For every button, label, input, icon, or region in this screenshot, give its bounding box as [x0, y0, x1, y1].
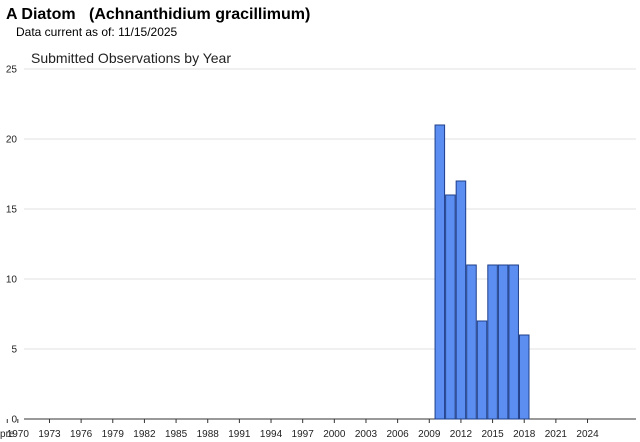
x-tick-label: 1988 [197, 429, 220, 440]
bar-2018 [518, 334, 530, 420]
common-name: A Diatom [6, 6, 76, 23]
page-header: A Diatom (Achnanthidium gracillimum) [6, 5, 310, 25]
bar-2014 [476, 320, 488, 420]
bar-2011 [445, 194, 456, 420]
x-tick-label: 2009 [418, 429, 441, 440]
x-tick-label: 1982 [133, 429, 156, 440]
x-tick-label: pre [0, 429, 15, 440]
chart-title: Submitted Observations by Year [31, 50, 231, 66]
scientific-name: (Achnanthidium gracillimum) [88, 6, 311, 23]
chart-grid [24, 68, 636, 420]
bar-2013 [466, 264, 477, 420]
y-tick-label: 0 [11, 415, 17, 426]
y-tick-label: 25 [6, 65, 18, 76]
x-tick-label: 1976 [70, 429, 93, 440]
chart-bars [434, 124, 530, 420]
x-tick-label: 1997 [292, 429, 315, 440]
x-tick-label: 2003 [355, 429, 378, 440]
bar-2012 [455, 180, 467, 420]
x-tick-label: 2006 [387, 429, 410, 440]
x-tick-label: 1985 [165, 429, 188, 440]
x-tick-label: 2024 [576, 429, 599, 440]
data-current-date: 11/15/2025 [118, 25, 178, 39]
x-tick-label: 2021 [545, 429, 568, 440]
y-tick-label: 5 [11, 345, 17, 356]
x-tick-label: 1970 [7, 429, 30, 440]
x-tick-label: 2018 [513, 429, 536, 440]
y-axis-ticks: 0 5 10 15 20 25 [6, 65, 18, 426]
y-tick-label: 15 [6, 205, 18, 216]
x-tick-label: 2012 [450, 429, 473, 440]
data-current-line: Data current as of: 11/15/2025 [16, 25, 177, 39]
data-current-label: Data current as of: [16, 25, 115, 39]
x-tick-label: 1979 [102, 429, 125, 440]
x-tick-label: 2000 [323, 429, 346, 440]
bar-2016 [497, 264, 509, 420]
species-title: A Diatom (Achnanthidium gracillimum) [6, 5, 310, 25]
bar-2017 [508, 264, 519, 420]
x-tick-label: 1991 [228, 429, 251, 440]
bar-2015 [487, 264, 498, 420]
x-tick-label: 1994 [260, 429, 283, 440]
x-tick-label: 1973 [38, 429, 61, 440]
x-tick-label: 2015 [481, 429, 504, 440]
y-tick-label: 20 [6, 135, 18, 146]
y-tick-label: 10 [6, 275, 18, 286]
bar-2010 [434, 124, 446, 420]
